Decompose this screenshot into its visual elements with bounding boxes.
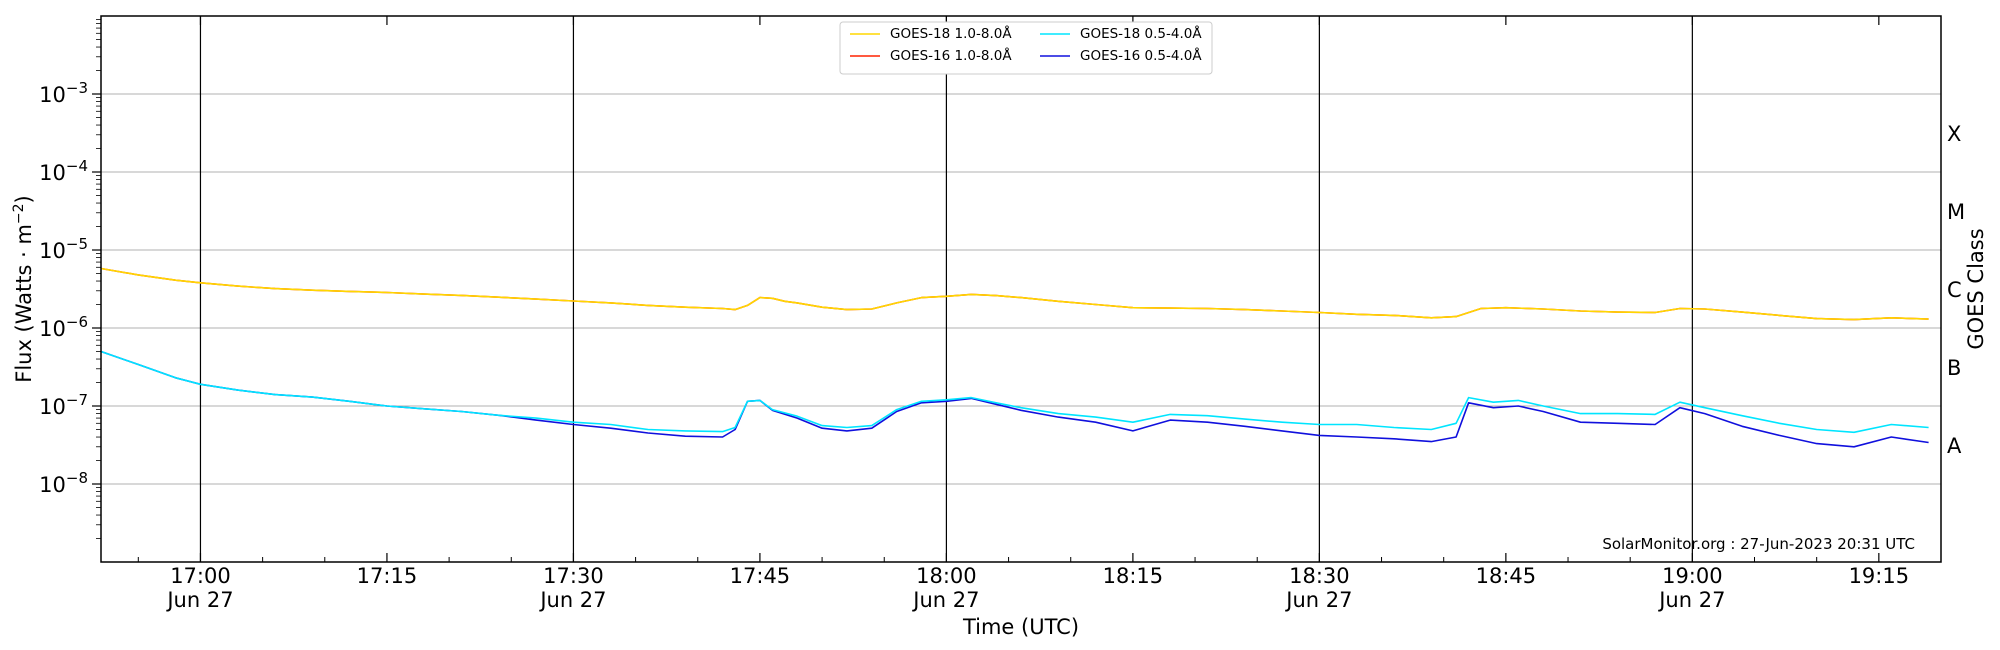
x-tick-label: 19:15 (1849, 564, 1910, 588)
x-tick-date-label: Jun 27 (538, 588, 606, 612)
day-boundary-lines (199, 16, 1693, 562)
y-axis-label: Flux (Watts · m−2) (11, 195, 36, 383)
x-tick-date-label: Jun 27 (1657, 588, 1725, 612)
goes-class-axis-label: GOES Class (1964, 228, 1988, 349)
legend-box (839, 21, 1213, 75)
goes-class-label: C (1947, 278, 1962, 302)
legend-entry: GOES-18 0.5-4.0Å (1080, 25, 1202, 42)
y-axis-label-exponent: −2 (11, 203, 27, 224)
x-tick-label: 17:15 (357, 564, 418, 588)
legend-entry: GOES-16 0.5-4.0Å (1080, 47, 1202, 64)
legend-items: GOES-18 1.0-8.0Å GOES-16 1.0-8.0Å GOES-18 … (850, 25, 1202, 64)
legend-entry: GOES-16 1.0-8.0Å (890, 47, 1012, 64)
x-tick-label: 17:30 (543, 564, 604, 588)
series-lines (100, 267, 1929, 448)
y-tick-label: 10−5 (39, 235, 88, 263)
x-tick-date-label: Jun 27 (1284, 588, 1352, 612)
x-tick-label: 18:45 (1476, 564, 1537, 588)
x-tick-date-label: Jun 27 (911, 588, 979, 612)
series-line-3 (100, 350, 1929, 448)
x-tick-label: 18:15 (1103, 564, 1164, 588)
x-tick-label: 17:45 (730, 564, 791, 588)
series-line-2 (100, 350, 1929, 434)
goes-class-label: B (1947, 356, 1961, 380)
goes-class-label: X (1947, 122, 1961, 146)
grid-lines (101, 93, 1941, 485)
y-tick-label: 10−7 (39, 391, 88, 419)
y-axis-ticks: 10−8 10−7 10−6 10−5 10−4 10−3 (39, 19, 101, 539)
goes-class-labels: A B C M X (1947, 122, 1965, 458)
legend-entry: GOES-18 1.0-8.0Å (890, 25, 1012, 42)
goes-class-label: M (1947, 200, 1965, 224)
y-tick-label: 10−3 (39, 79, 88, 107)
y-axis-label-close: ) (12, 195, 36, 203)
y-tick-label: 10−4 (39, 157, 88, 185)
y-tick-label: 10−6 (39, 313, 88, 341)
goes-class-label: A (1947, 434, 1962, 458)
x-tick-date-label: Jun 27 (165, 588, 233, 612)
y-axis-label-main: Flux (Watts · m (12, 224, 36, 383)
x-axis-label: Time (UTC) (962, 615, 1079, 639)
credit-text: SolarMonitor.org : 27-Jun-2023 20:31 UTC (1602, 535, 1915, 553)
x-tick-label: 18:30 (1289, 564, 1350, 588)
legend: GOES-18 1.0-8.0Å GOES-16 1.0-8.0Å GOES-18 … (839, 21, 1213, 75)
plot-frame (100, 15, 1942, 563)
x-tick-label: 17:00 (170, 564, 231, 588)
x-tick-label: 18:00 (916, 564, 977, 588)
y-tick-label: 10−8 (39, 469, 88, 497)
series-line-0 (100, 267, 1929, 321)
x-tick-label: 19:00 (1662, 564, 1723, 588)
